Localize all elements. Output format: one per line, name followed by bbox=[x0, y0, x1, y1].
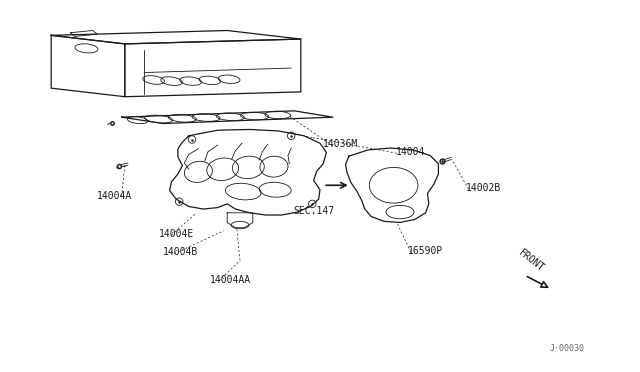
Text: FRONT: FRONT bbox=[517, 247, 547, 273]
Text: J·00030: J·00030 bbox=[549, 344, 584, 353]
Text: 14036M: 14036M bbox=[323, 140, 358, 149]
Text: 14004E: 14004E bbox=[159, 230, 194, 239]
Text: 16590P: 16590P bbox=[408, 246, 444, 256]
Text: SEC.147: SEC.147 bbox=[293, 206, 334, 216]
Text: 14002B: 14002B bbox=[466, 183, 501, 193]
Text: 14004B: 14004B bbox=[163, 247, 198, 257]
Text: 14004: 14004 bbox=[396, 147, 425, 157]
Text: 14004A: 14004A bbox=[97, 192, 132, 201]
Text: 14004AA: 14004AA bbox=[210, 275, 251, 285]
